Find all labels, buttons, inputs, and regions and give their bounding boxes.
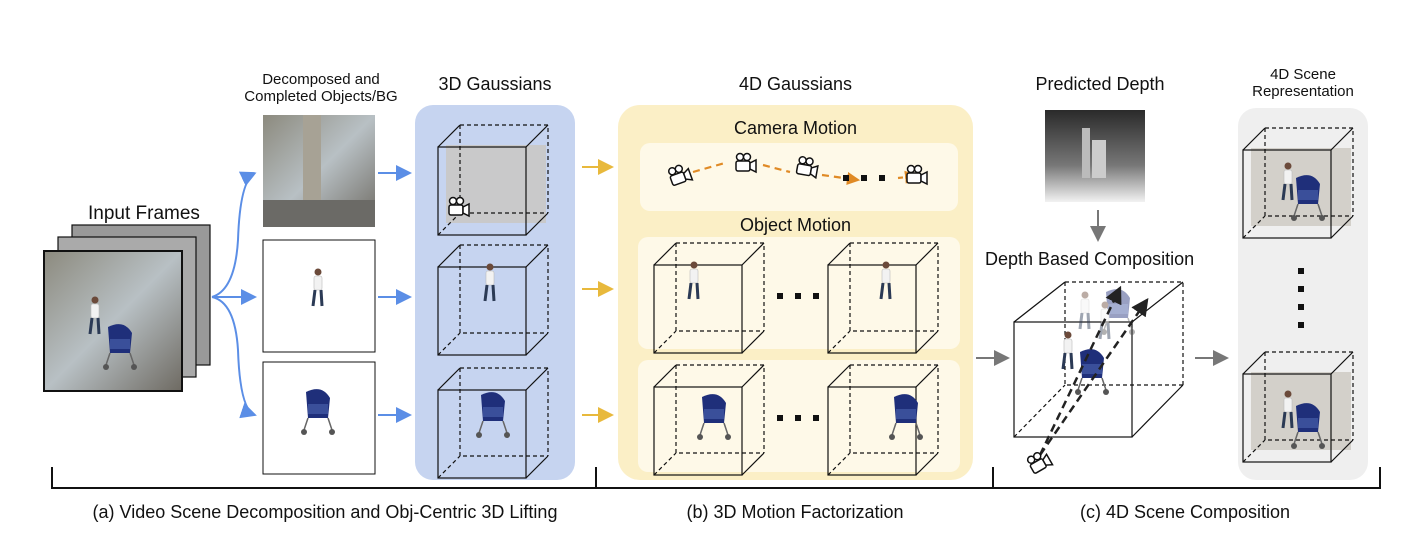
scene-representation-title: 4D Scene Representation (1238, 66, 1368, 101)
decomposed-label-line1: Decomposed and (262, 71, 380, 88)
scene-cube-bottom (1242, 351, 1354, 463)
3d-gaussians-title: 3D Gaussians (438, 74, 552, 94)
camera-motion-subpanel (640, 143, 958, 211)
ellipsis-icon-vertical (1298, 268, 1304, 328)
3d-cube-background (437, 124, 549, 236)
stage-a-label: (a) Video Scene Decomposition and Obj-Ce… (92, 502, 558, 522)
ellipsis-icon (843, 175, 885, 181)
ellipsis-icon (777, 293, 819, 299)
decomposed-to-3d-arrows (378, 165, 412, 423)
scene-cube-top (1242, 127, 1354, 239)
stroller-object-image (262, 361, 376, 475)
predicted-depth-image (1045, 110, 1145, 202)
object-motion-label: Object Motion (739, 215, 852, 235)
scene-title-line2: Representation (1252, 83, 1354, 101)
4d-gaussians-title: 4D Gaussians (738, 74, 853, 94)
scene-title-line1: 4D Scene (1270, 66, 1336, 83)
background-image (263, 115, 375, 227)
input-to-decomposed-arrows (211, 171, 257, 419)
camera-motion-label: Camera Motion (733, 118, 858, 138)
decomposed-label-line2: Completed Objects/BG (244, 88, 398, 106)
stage-b-label: (b) 3D Motion Factorization (686, 502, 904, 522)
stage-c-label: (c) 4D Scene Composition (1079, 502, 1291, 522)
depth-composition-label: Depth Based Composition (985, 249, 1195, 269)
predicted-depth-title: Predicted Depth (1035, 74, 1165, 94)
input-frames-label: Input Frames (88, 203, 200, 224)
stage-brackets (51, 467, 1381, 489)
ellipsis-icon (777, 415, 819, 421)
input-frames-stack (43, 224, 211, 392)
camera-icon (1025, 447, 1054, 476)
composition-cube (1013, 281, 1184, 476)
3d-to-4d-arrows (582, 159, 614, 423)
camera-motion-track (666, 152, 928, 187)
decomposed-label: Decomposed and Completed Objects/BG (240, 71, 402, 106)
person-object-image (262, 239, 376, 353)
